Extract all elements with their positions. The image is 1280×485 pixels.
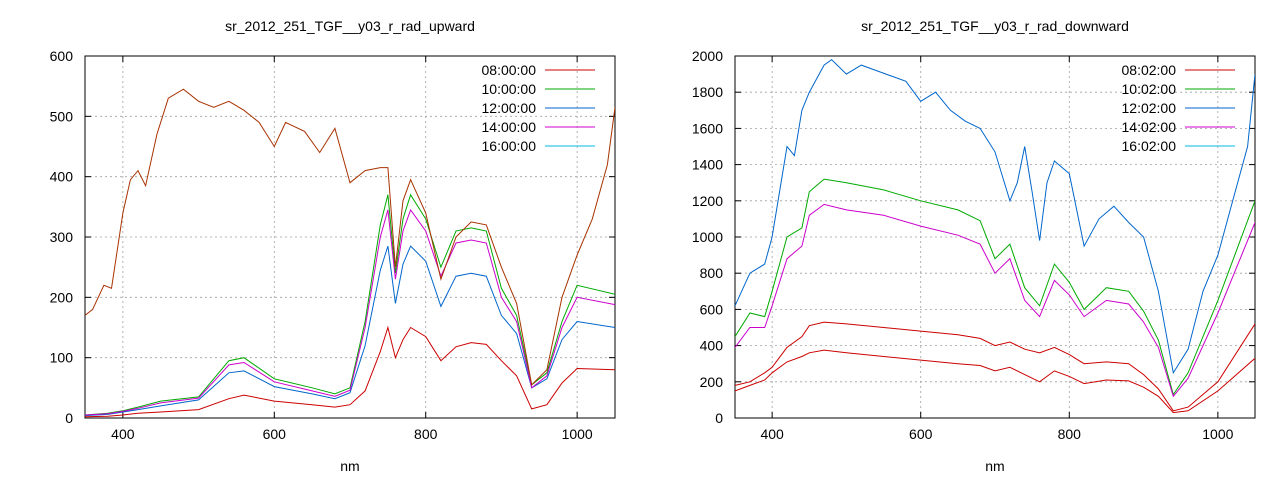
x-tick-label: 600 <box>909 426 933 442</box>
series-line-3 <box>85 208 615 416</box>
series-lines <box>735 58 1255 414</box>
legend-label: 14:02:00 <box>1122 119 1177 135</box>
x-axis-label: nm <box>985 458 1004 474</box>
x-tick-label: 800 <box>414 426 438 442</box>
series-line-1 <box>735 178 1255 396</box>
y-tick-label: 800 <box>700 265 724 281</box>
y-tick-label: 0 <box>715 410 723 426</box>
legend-label: 08:00:00 <box>482 62 537 78</box>
y-tick-label: 400 <box>50 169 74 185</box>
legend-label: 16:00:00 <box>482 138 537 154</box>
x-tick-label: 1000 <box>1202 426 1233 442</box>
y-tick-label: 200 <box>50 289 74 305</box>
series-line-2 <box>735 58 1255 375</box>
chart-panel-1: sr_2012_251_TGF__y03_r_rad_downward 400 60… <box>692 18 1256 474</box>
legend-label: 16:02:00 <box>1122 138 1177 154</box>
x-tick-label: 800 <box>1058 426 1082 442</box>
y-tick-label: 200 <box>700 374 724 390</box>
legend-label: 10:02:00 <box>1122 81 1177 97</box>
series-line-3 <box>735 203 1255 398</box>
chart-title: sr_2012_251_TGF__y03_r_rad_upward <box>225 18 475 34</box>
x-tick-label: 400 <box>111 426 135 442</box>
series-line-0 <box>735 321 1255 412</box>
y-tick-label: 1400 <box>692 157 723 173</box>
x-axis-label: nm <box>340 458 359 474</box>
series-line-1 <box>85 193 615 416</box>
y-tick-label: 100 <box>50 350 74 366</box>
y-tick-label: 400 <box>700 338 724 354</box>
y-tick-label: 1200 <box>692 193 723 209</box>
x-tick-label: 400 <box>760 426 784 442</box>
legend-label: 14:00:00 <box>482 119 537 135</box>
x-tick-label: 1000 <box>562 426 593 442</box>
y-tick-label: 1800 <box>692 84 723 100</box>
legend-label: 08:02:00 <box>1122 62 1177 78</box>
y-tick-label: 1600 <box>692 120 723 136</box>
x-tick-label: 600 <box>263 426 287 442</box>
series-line-5 <box>85 88 615 386</box>
y-tick-label: 1000 <box>692 229 723 245</box>
y-tick-label: 600 <box>700 301 724 317</box>
y-tick-label: 0 <box>65 410 73 426</box>
legend-label: 10:00:00 <box>482 81 537 97</box>
legend-label: 12:00:00 <box>482 100 537 116</box>
series-line-5 <box>735 349 1255 414</box>
series-lines <box>85 88 615 418</box>
series-line-2 <box>85 245 615 417</box>
chart-title: sr_2012_251_TGF__y03_r_rad_downward <box>861 18 1129 34</box>
y-tick-label: 600 <box>50 48 74 64</box>
y-tick-label: 300 <box>50 229 74 245</box>
series-line-0 <box>85 325 615 418</box>
y-tick-label: 500 <box>50 108 74 124</box>
y-tick-label: 2000 <box>692 48 723 64</box>
legend-label: 12:02:00 <box>1122 100 1177 116</box>
chart-panel-0: sr_2012_251_TGF__y03_r_rad_upward 400 600 8… <box>50 18 616 474</box>
